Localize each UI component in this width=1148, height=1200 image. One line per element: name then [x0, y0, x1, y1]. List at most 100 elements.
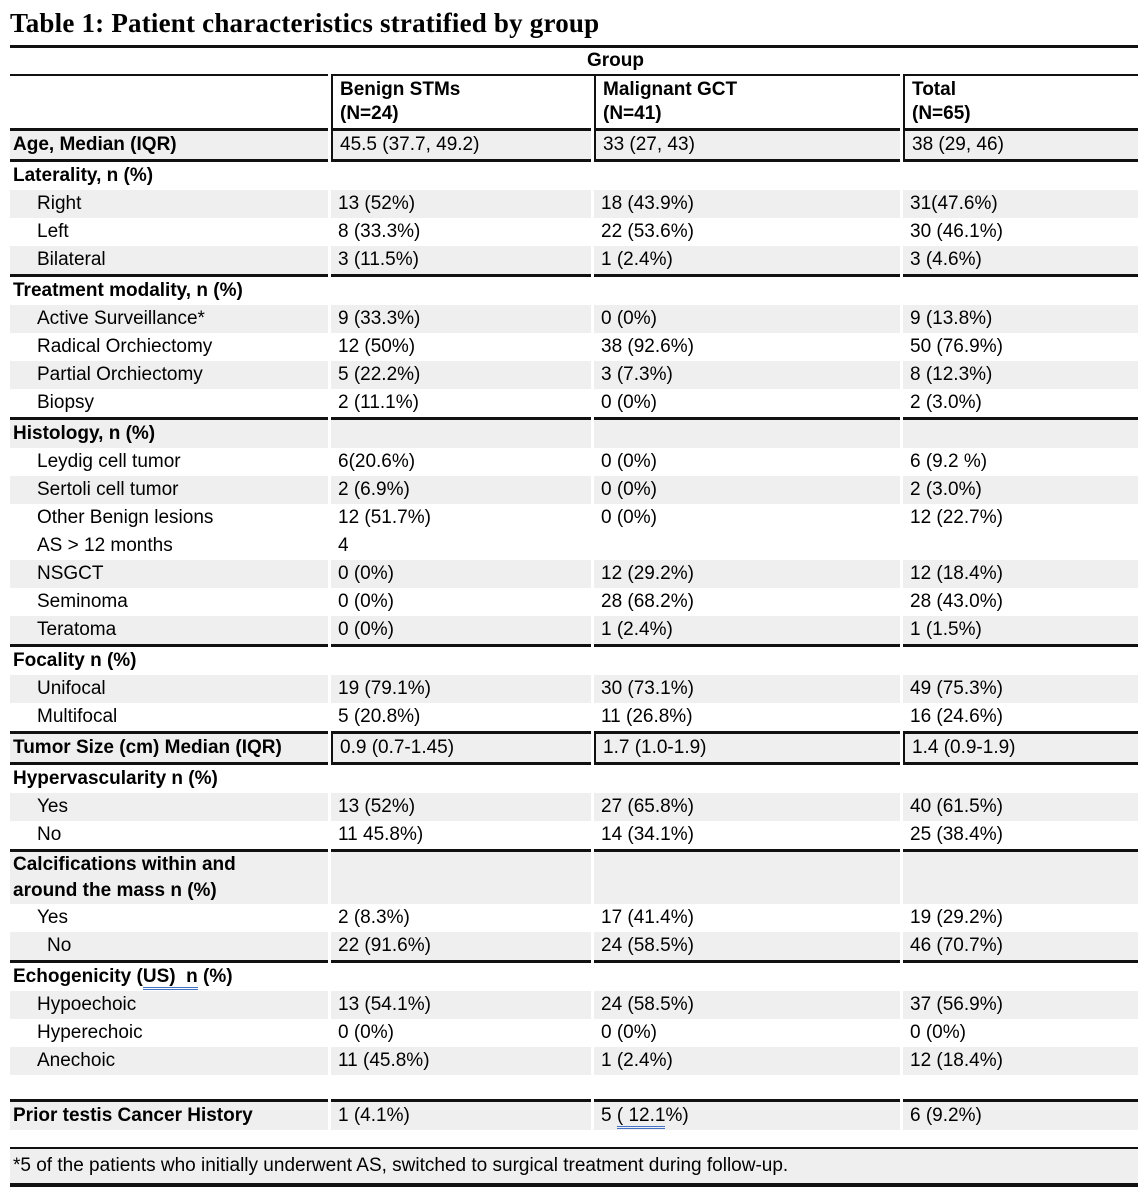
- table-row: Teratoma 0 (0%) 1 (2.4%) 1 (1.5%): [10, 616, 1138, 644]
- table-row: Treatment modality, n (%): [10, 274, 1138, 305]
- cell-benign-stms: [331, 849, 591, 904]
- cell-total: 38 (29, 46): [903, 131, 1138, 162]
- cell-malignant-gct: 0 (0%): [601, 392, 657, 413]
- cell-malignant-gct: [594, 644, 900, 675]
- grammar-underline-text: ( 12.1: [616, 1105, 666, 1129]
- cell-benign-stms: 19 (79.1%): [331, 675, 591, 703]
- cell-total: 46 (70.7%): [903, 932, 1138, 960]
- cell-malignant-gct: 1.7 (1.0-1.9): [594, 731, 900, 765]
- table-row: Sertoli cell tumor 2 (6.9%) 0 (0%) 2 (3.0%): [10, 476, 1138, 504]
- row-label: AS > 12 months: [37, 535, 173, 556]
- footnote: *5 of the patients who initially underwe…: [10, 1147, 1138, 1187]
- row-label: Partial Orchiectomy: [10, 361, 328, 389]
- row-label: No: [10, 932, 328, 960]
- table-row: Age, Median (IQR) 45.5 (37.7, 49.2) 33 (27…: [10, 131, 1138, 162]
- row-label: Sertoli cell tumor: [10, 476, 328, 504]
- cell-total: 25 (38.4%): [910, 824, 1003, 845]
- cell-total: 37 (56.9%): [903, 991, 1138, 1019]
- table-row: Calcifications within and around the mas…: [10, 849, 1138, 904]
- row-label: Anechoic: [10, 1047, 328, 1075]
- cell-total: 12 (18.4%): [903, 560, 1138, 588]
- row-label: Seminoma: [37, 591, 128, 612]
- cell-benign-stms: 13 (54.1%): [331, 991, 591, 1019]
- text-segment: %): [665, 1105, 689, 1126]
- cell-benign-stms: [331, 417, 591, 448]
- cell-benign-stms: 12 (51.7%): [338, 507, 431, 528]
- cell-total: 2 (3.0%): [903, 476, 1138, 504]
- table-row: Partial Orchiectomy 5 (22.2%) 3 (7.3%) 8 (1…: [10, 361, 1138, 389]
- text-segment: (%): [197, 966, 233, 987]
- table-row: Seminoma 0 (0%) 28 (68.2%) 28 (43.0%): [10, 588, 1138, 616]
- cell-malignant-gct: 30 (73.1%): [594, 675, 900, 703]
- cell-total: 31(47.6%): [903, 190, 1138, 218]
- grammar-underline-text: US) n: [142, 966, 198, 990]
- cell-benign-stms: [331, 765, 591, 793]
- table-row: Unifocal 19 (79.1%) 30 (73.1%) 49 (75.3%): [10, 675, 1138, 703]
- cell-total: [903, 960, 1138, 991]
- row-label: Hyperechoic: [37, 1022, 143, 1043]
- cell-total: 1 (1.5%): [903, 616, 1138, 644]
- cell-benign-stms: 11 (45.8%): [331, 1047, 591, 1075]
- table-row: NSGCT 0 (0%) 12 (29.2%) 12 (18.4%): [10, 560, 1138, 588]
- table-row: Hyperechoic 0 (0%) 0 (0%) 0 (0%): [10, 1019, 1138, 1047]
- cell-benign-stms: 12 (50%): [338, 336, 416, 357]
- table-row: No 11 45.8%) 14 (34.1%) 25 (38.4%): [10, 821, 1138, 849]
- column-n: (N=41): [603, 103, 662, 124]
- column-n: (N=65): [912, 103, 971, 124]
- cell-total: 30 (46.1%): [910, 221, 1003, 242]
- group-header-left-spacer: [10, 48, 328, 76]
- cell-benign-stms: 5 (20.8%): [338, 706, 421, 727]
- cell-malignant-gct: 11 (26.8%): [601, 706, 693, 727]
- table-row: Biopsy 2 (11.1%) 0 (0%) 2 (3.0%): [10, 389, 1138, 417]
- table-row: Tumor Size (cm) Median (IQR) 0.9 (0.7-1.4…: [10, 731, 1138, 765]
- row-label: Echogenicity (US) n (%): [10, 960, 328, 991]
- table-row: No 22 (91.6%) 24 (58.5%) 46 (70.7%): [10, 932, 1138, 960]
- table-row: AS > 12 months 4: [10, 532, 1138, 560]
- row-label: Hypervascularity n (%): [13, 768, 218, 789]
- cell-malignant-gct: 33 (27, 43): [594, 131, 900, 162]
- row-label: No: [37, 824, 62, 845]
- cell-malignant-gct: 1 (2.4%): [594, 1047, 900, 1075]
- cell-benign-stms: 0 (0%): [338, 1022, 394, 1043]
- row-label: Other Benign lesions: [37, 507, 214, 528]
- row-label: Calcifications within and around the mas…: [10, 849, 328, 904]
- cell-benign-stms: 0 (0%): [331, 560, 591, 588]
- row-label: Yes: [10, 793, 328, 821]
- cell-total: 16 (24.6%): [910, 706, 1003, 727]
- cell-malignant-gct: 1 (2.4%): [594, 246, 900, 274]
- cell-benign-stms: 5 (22.2%): [331, 361, 591, 389]
- cell-benign-stms: 2 (6.9%): [331, 476, 591, 504]
- table-row: Hypoechoic 13 (54.1%) 24 (58.5%) 37 (56.9%): [10, 991, 1138, 1019]
- cell-benign-stms: 13 (52%): [331, 190, 591, 218]
- table-row: Histology, n (%): [10, 417, 1138, 448]
- cell-benign-stms: 4: [338, 535, 349, 556]
- cell-benign-stms: 8 (33.3%): [338, 221, 421, 242]
- cell-malignant-gct: 38 (92.6%): [601, 336, 694, 357]
- column-name: Malignant GCT: [603, 79, 738, 100]
- row-label: Prior testis Cancer History: [10, 1099, 328, 1130]
- cell-total: 0 (0%): [910, 1022, 966, 1043]
- table-row: Left 8 (33.3%) 22 (53.6%) 30 (46.1%): [10, 218, 1138, 246]
- row-label: Age, Median (IQR): [10, 131, 328, 162]
- table-row: Prior testis Cancer History 1 (4.1%) 5 ( 1…: [10, 1099, 1138, 1130]
- cell-benign-stms: [331, 274, 591, 305]
- row-label: Yes: [37, 907, 68, 928]
- cell-total: [903, 644, 1138, 675]
- cell-total: 40 (61.5%): [903, 793, 1138, 821]
- cell-benign-stms: 0.9 (0.7-1.45): [331, 731, 591, 765]
- cell-benign-stms: 9 (33.3%): [331, 305, 591, 333]
- table-row: Radical Orchiectomy 12 (50%) 38 (92.6%) 50 …: [10, 333, 1138, 361]
- cell-total: [903, 162, 1138, 190]
- cell-total: [903, 532, 1138, 560]
- cell-malignant-gct: 24 (58.5%): [594, 991, 900, 1019]
- table-row: Laterality, n (%): [10, 162, 1138, 190]
- cell-benign-stms: 2 (8.3%): [338, 907, 410, 928]
- table-row: Right 13 (52%) 18 (43.9%) 31(47.6%): [10, 190, 1138, 218]
- cell-malignant-gct: 24 (58.5%): [594, 932, 900, 960]
- cell-benign-stms: [331, 162, 591, 190]
- cell-malignant-gct: [594, 274, 900, 305]
- cell-benign-stms: 2 (11.1%): [338, 392, 419, 413]
- cell-malignant-gct: 0 (0%): [601, 507, 657, 528]
- cell-malignant-gct: 17 (41.4%): [601, 907, 694, 928]
- cell-benign-stms: 22 (91.6%): [331, 932, 591, 960]
